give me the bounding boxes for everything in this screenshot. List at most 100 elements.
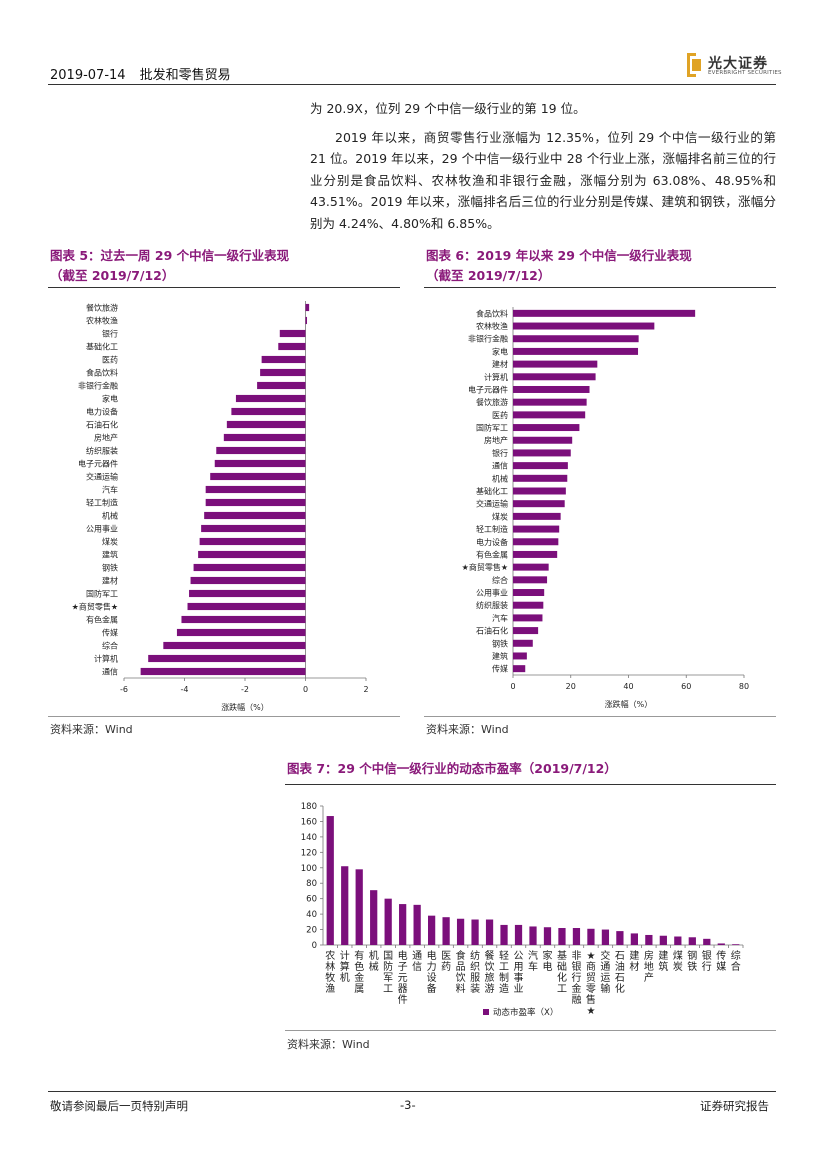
fig7-bar	[355, 869, 363, 945]
fig6-bar	[513, 512, 561, 520]
fig5-bar	[205, 485, 306, 494]
fig6-bottom-rule	[424, 716, 776, 717]
fig6-category-label: 食品饮料	[476, 308, 508, 318]
fig6-bar	[513, 449, 571, 457]
fig5-category-label: 纺织服装	[86, 446, 118, 456]
fig5-category-label: 食品饮料	[86, 368, 118, 378]
page-header: 2019-07-14 批发和零售贸易	[50, 64, 245, 83]
fig5-bar	[305, 303, 310, 312]
fig7-bar	[645, 934, 653, 945]
fig6-category-label: 交通运输	[476, 499, 508, 509]
fig7-category-label: 综合	[731, 949, 741, 973]
fig6-category-label: ★商贸零售★	[462, 562, 508, 572]
fig5-category-label: 非银行金融	[78, 381, 118, 391]
fig5-category-label: 电力设备	[86, 407, 118, 417]
fig7-category-label: ★商贸零售★	[586, 951, 596, 1017]
fig6-bar	[513, 322, 655, 330]
fig7-bar	[630, 933, 638, 945]
fig5-category-label: 机械	[102, 511, 118, 521]
body-text: 为 20.9X，位列 29 个中信一级行业的第 19 位。 2019 年以来，商…	[310, 98, 776, 234]
fig7-bar	[442, 917, 450, 945]
fig6-category-label: 石油石化	[476, 626, 508, 636]
fig6-bar	[513, 563, 549, 571]
fig5-category-label: 餐饮旅游	[86, 303, 118, 313]
fig7-bar	[717, 943, 725, 945]
fig6-category-label: 轻工制造	[476, 524, 508, 534]
fig6-category-label: 传媒	[492, 664, 508, 674]
fig5-x-axis-title: 涨跌幅（%）	[221, 702, 269, 712]
fig6-category-label: 非银行金融	[468, 334, 508, 344]
fig6-category-label: 钢铁	[492, 638, 508, 648]
fig6-x-axis-title: 涨跌幅（%）	[605, 699, 653, 709]
fig6-category-label: 建筑	[492, 651, 508, 661]
fig5-bar	[231, 407, 306, 416]
footer-report-type: 证券研究报告	[700, 1099, 769, 1113]
fig5-category-label: 综合	[102, 641, 118, 651]
fig7-category-label: 医药	[441, 950, 451, 973]
fig5-bar	[163, 641, 306, 650]
header-category: 批发和零售贸易	[139, 68, 231, 83]
fig6-x-tick-label: 60	[681, 682, 691, 691]
fig6-category-label: 建材	[492, 359, 508, 369]
fig6-title-line2: （截至 2019/7/12）	[426, 268, 551, 283]
fig5-bar	[205, 498, 306, 507]
fig5-bar	[140, 667, 306, 676]
fig6-category-label: 房地产	[484, 435, 508, 445]
fig6-bar	[513, 398, 587, 406]
fig7-y-tick-label: 20	[306, 926, 317, 936]
fig7-category-label: 银行	[702, 949, 712, 973]
fig7-category-label: 建材	[629, 949, 639, 973]
fig5-bar	[214, 459, 306, 468]
paragraph-1: 为 20.9X，位列 29 个中信一级行业的第 19 位。	[310, 101, 586, 116]
fig6-title: 图表 6：2019 年以来 29 个中信一级行业表现 （截至 2019/7/12…	[426, 246, 692, 286]
fig7-bar	[616, 931, 624, 945]
fig5-category-label: 建材	[102, 576, 118, 586]
logo-text-en: EVERBRIGHT SECURITIES	[708, 70, 782, 76]
fig7-category-label: 建筑	[658, 949, 668, 973]
header-date: 2019-07-14	[50, 68, 126, 83]
fig7-y-tick-label: 160	[301, 817, 317, 827]
fig7-bottom-rule	[285, 1030, 776, 1031]
fig6-category-label: 银行	[492, 448, 508, 458]
fig5-bar	[257, 381, 306, 390]
fig5-x-tick-label: -4	[181, 685, 189, 694]
fig7-bar	[601, 929, 610, 945]
fig7-bar	[529, 926, 537, 945]
fig7-bar	[659, 935, 667, 945]
fig7-y-tick-label: 0	[312, 941, 317, 951]
footer-divider	[48, 1091, 776, 1092]
fig7-bar	[370, 890, 378, 945]
fig7-bar	[514, 924, 523, 945]
fig6-bar	[513, 487, 566, 495]
fig6-x-tick-label: 80	[739, 682, 749, 691]
fig7-bar	[543, 927, 552, 945]
footer-disclaimer: 敬请参阅最后一页特别声明	[50, 1099, 188, 1113]
fig7-svg: 0 20 40 60 80 100 120 140 160 180 农林牧渔计算机有色金属机械国防军…	[301, 802, 744, 1018]
fig6-category-label: 计算机	[484, 372, 508, 382]
fig6-bar	[513, 360, 598, 368]
fig6-top-rule	[424, 287, 776, 288]
fig6-x-tick-label: 20	[566, 682, 576, 691]
fig5-bar	[190, 576, 306, 585]
fig7-category-label: 机械	[369, 949, 379, 973]
fig7-source: 资料来源：Wind	[287, 1038, 370, 1051]
fig7-category-label: 有色金属	[354, 949, 364, 995]
fig7-category-label: 汽车	[528, 949, 538, 973]
fig7-bar	[471, 919, 479, 945]
fig6-category-label: 国防军工	[476, 423, 508, 433]
fig6-bar	[513, 538, 559, 546]
fig7-category-label: 通信	[412, 950, 422, 973]
fig6-bar	[513, 627, 539, 635]
fig6-bar	[513, 474, 568, 482]
fig6-x-tick-label: 0	[510, 682, 515, 691]
fig6-category-label: 医药	[492, 410, 508, 420]
fig6-bar	[513, 550, 558, 558]
fig7-y-tick-label: 120	[301, 848, 317, 858]
fig7-bar	[558, 928, 566, 945]
fig6-category-label: 通信	[492, 461, 508, 471]
fig5-category-label: 国防军工	[86, 589, 118, 599]
fig7-y-tick-label: 140	[301, 833, 317, 843]
fig7-category-label: 纺织服装	[470, 949, 480, 995]
fig7-category-label: 农林牧渔	[325, 949, 335, 995]
fig5-category-label: 银行	[102, 329, 118, 339]
